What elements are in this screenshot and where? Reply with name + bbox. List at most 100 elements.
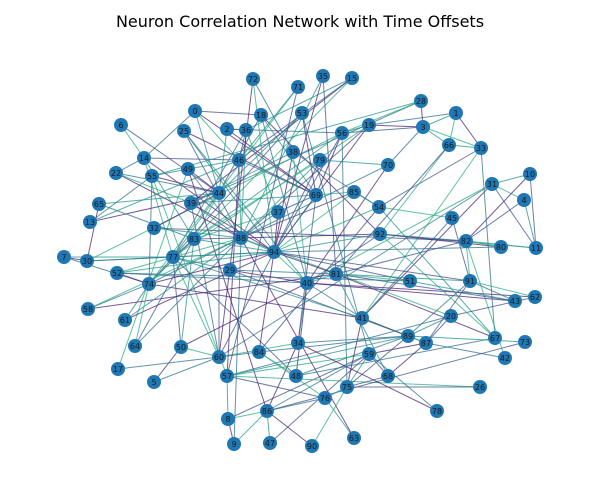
edge-37-83 xyxy=(193,211,279,240)
node-label-10: 10 xyxy=(525,170,535,179)
node-76: 76 xyxy=(318,391,332,405)
node-70: 70 xyxy=(381,158,395,172)
node-label-36: 36 xyxy=(241,126,251,135)
edge-57-59 xyxy=(226,353,370,377)
edge-64-74 xyxy=(134,283,150,347)
node-circle-43 xyxy=(508,294,522,308)
edge-85-88 xyxy=(240,191,355,239)
edge-74-94 xyxy=(148,251,275,285)
node-10: 10 xyxy=(523,167,537,181)
node-label-6: 6 xyxy=(118,121,123,130)
edge-40-92 xyxy=(306,233,381,284)
edge-50-40 xyxy=(180,282,308,348)
edge-4-82 xyxy=(465,199,525,242)
node-51: 51 xyxy=(403,274,417,288)
node-label-41: 41 xyxy=(357,314,367,323)
node-label-37: 37 xyxy=(273,208,283,217)
node-circle-78 xyxy=(430,404,444,418)
node-label-8: 8 xyxy=(225,415,230,424)
edge-90-75 xyxy=(311,386,348,447)
node-label-48: 48 xyxy=(291,372,301,381)
edge-74-88 xyxy=(148,237,242,285)
node-circle-19 xyxy=(362,118,376,132)
edge-54-67 xyxy=(378,206,496,339)
edge-55-57 xyxy=(151,175,228,377)
node-label-78: 78 xyxy=(432,407,442,416)
edge-81-91 xyxy=(335,273,471,282)
node-label-67: 67 xyxy=(490,334,500,343)
node-label-65: 65 xyxy=(94,200,104,209)
node-circle-91 xyxy=(463,274,477,288)
node-label-84: 84 xyxy=(254,348,264,357)
edge-39-88 xyxy=(190,202,242,239)
node-label-4: 4 xyxy=(521,196,526,205)
edge-56-75 xyxy=(341,132,348,388)
node-57: 57 xyxy=(220,369,234,383)
edge-65-83 xyxy=(98,203,195,240)
node-circle-9 xyxy=(227,437,241,451)
edge-42-87 xyxy=(425,342,506,359)
edge-78-34 xyxy=(297,342,438,412)
edge-46-49 xyxy=(187,159,240,170)
node-circle-69 xyxy=(309,188,323,202)
node-circle-94 xyxy=(267,245,281,259)
node-38: 38 xyxy=(286,145,300,159)
node-19: 19 xyxy=(362,118,376,132)
node-label-66: 66 xyxy=(444,141,454,150)
node-label-74: 74 xyxy=(144,280,154,289)
edge-57-89 xyxy=(226,335,409,377)
node-label-87: 87 xyxy=(421,339,431,348)
node-73: 73 xyxy=(518,335,532,349)
edge-3-19 xyxy=(368,124,424,128)
edge-1-33 xyxy=(455,112,482,149)
node-85: 85 xyxy=(347,185,361,199)
node-67: 67 xyxy=(488,331,502,345)
node-71: 71 xyxy=(291,80,305,94)
node-label-79: 79 xyxy=(315,156,325,165)
edge-34-86 xyxy=(266,342,299,412)
node-35: 35 xyxy=(316,69,330,83)
edge-57-76 xyxy=(226,375,326,399)
node-circle-37 xyxy=(271,205,285,219)
node-5: 5 xyxy=(147,375,161,389)
node-label-25: 25 xyxy=(179,127,189,136)
edge-22-44 xyxy=(115,172,220,194)
edge-86-90 xyxy=(266,410,313,447)
node-layer: 0 12 3456789101113141517181920222526282930… xyxy=(57,69,543,453)
edge-54-94 xyxy=(273,206,380,253)
node-circle-89 xyxy=(401,329,415,343)
edge-66-92 xyxy=(379,144,450,235)
node-45: 45 xyxy=(445,211,459,225)
node-55: 55 xyxy=(145,169,159,183)
edge-10-82 xyxy=(465,173,531,242)
edge-0-18 xyxy=(194,110,262,116)
node-37: 37 xyxy=(271,205,285,219)
node-circle-38 xyxy=(286,145,300,159)
edge-0-46 xyxy=(194,110,240,161)
node-circle-74 xyxy=(142,277,156,291)
node-22: 22 xyxy=(109,166,123,180)
edge-52-94 xyxy=(116,251,275,274)
edge-71-57 xyxy=(226,86,299,377)
edge-10-11 xyxy=(529,173,537,249)
node-66: 66 xyxy=(442,138,456,152)
edge-82-92 xyxy=(379,233,467,242)
edge-55-44 xyxy=(151,175,220,194)
edge-20-89 xyxy=(407,315,452,337)
node-label-88: 88 xyxy=(236,234,246,243)
edge-3-70 xyxy=(387,126,424,166)
edge-76-86 xyxy=(266,397,326,412)
edge-8-59 xyxy=(227,353,370,420)
node-78: 78 xyxy=(430,404,444,418)
edge-15-39 xyxy=(190,77,353,204)
edge-80-92 xyxy=(379,233,502,248)
node-label-92: 92 xyxy=(375,230,385,239)
node-52: 52 xyxy=(110,266,124,280)
edge-75-41 xyxy=(346,317,363,388)
node-circle-8 xyxy=(221,412,235,426)
edge-50-77 xyxy=(172,256,182,348)
node-circle-88 xyxy=(234,231,248,245)
node-13: 13 xyxy=(83,215,97,229)
node-label-1: 1 xyxy=(453,109,458,118)
chart-title: Neuron Correlation Network with Time Off… xyxy=(115,12,485,31)
